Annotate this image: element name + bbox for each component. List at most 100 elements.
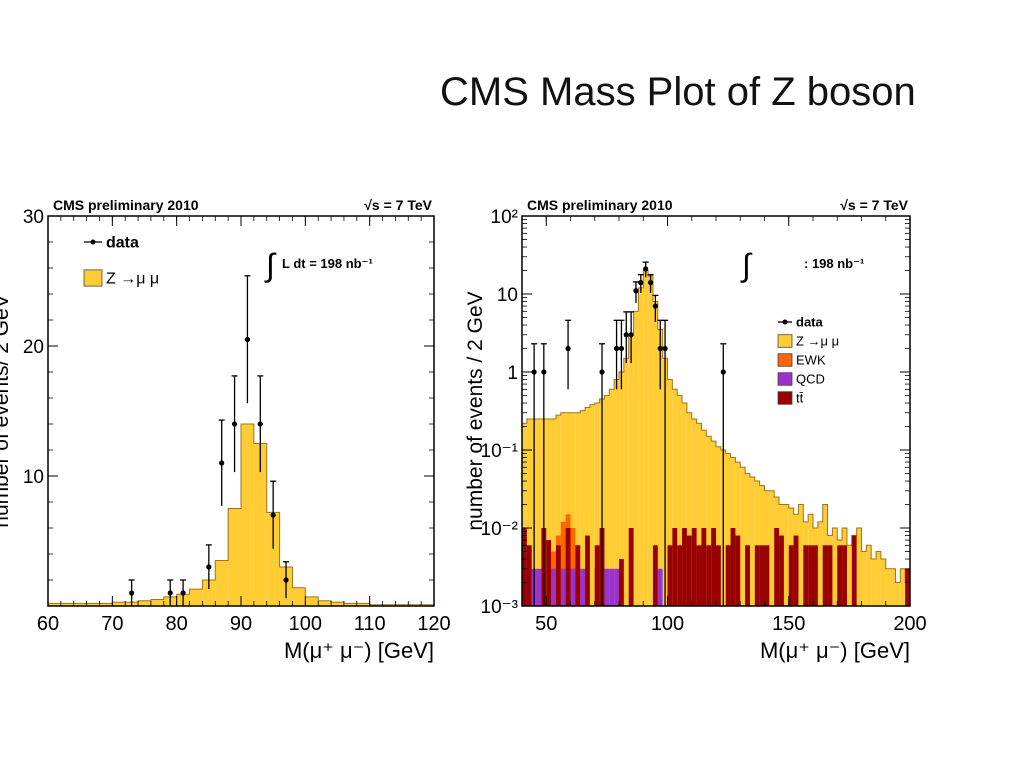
x-tick-label: 150	[772, 613, 805, 635]
data-point	[270, 512, 276, 518]
legend: data Z →μ μ	[83, 235, 159, 288]
hist-bar	[570, 568, 576, 606]
hist-bar	[560, 568, 566, 606]
hist-bar	[619, 559, 624, 606]
hist-bar	[803, 545, 809, 606]
hist-bar	[604, 568, 610, 606]
legend-swatch	[777, 334, 793, 348]
hist-bar	[667, 379, 673, 606]
hist-bar	[241, 424, 254, 606]
hist-bar	[754, 545, 760, 606]
x-axis: 60 70 80 90 100 110 120	[37, 216, 451, 635]
hist-bar	[876, 551, 881, 606]
hist-bar	[623, 358, 629, 606]
hist-bar	[575, 412, 581, 606]
hist-bar	[672, 528, 678, 606]
integral-icon: ∫	[264, 247, 277, 283]
hist-bar	[112, 602, 126, 606]
hist-bar	[701, 430, 707, 606]
legend-label: EWK	[796, 353, 826, 368]
hist-bar	[551, 568, 556, 606]
legend-data-dot	[90, 239, 96, 245]
hist-bar	[837, 545, 843, 606]
hist-bar	[585, 535, 590, 606]
hist-bar	[686, 535, 692, 606]
hist-bar	[138, 600, 151, 606]
integral-icon: ∫	[740, 247, 753, 283]
legend-label: Z →μ μ	[106, 271, 159, 288]
hist-bar	[609, 568, 615, 606]
hist-bar	[861, 551, 867, 606]
x-tick-label: 80	[166, 613, 188, 635]
hist-bar	[711, 528, 716, 606]
data-point	[643, 266, 649, 272]
hist-bar	[759, 545, 765, 606]
hist-bar	[551, 418, 556, 606]
x-tick-label: 70	[101, 613, 123, 635]
x-axis-label: M(μ⁺ μ⁻) [GeV]	[284, 638, 434, 663]
hist-bar	[526, 418, 532, 606]
hist-bar	[609, 389, 615, 606]
hist-bar	[318, 600, 332, 606]
hist-bar	[885, 568, 891, 606]
y-tick-label: 10²	[491, 207, 518, 228]
data-point	[628, 332, 634, 338]
data-point	[129, 590, 135, 596]
hist-bar	[48, 603, 61, 606]
data-point	[531, 369, 537, 375]
hist-bar	[677, 545, 683, 606]
hist-bar	[682, 403, 687, 606]
hist-bar	[740, 467, 746, 606]
hist-bar	[522, 423, 527, 606]
data-point	[599, 369, 605, 375]
x-tick-label: 100	[289, 613, 322, 635]
data-points	[128, 275, 290, 606]
hist-bar	[619, 372, 624, 606]
hist-bar	[604, 395, 610, 606]
hist-bar	[522, 528, 527, 606]
y-tick-label: 10	[23, 467, 44, 488]
hist-bar	[589, 404, 595, 606]
y-tick-label: 10⁻³	[481, 597, 519, 618]
hist-bar	[706, 436, 712, 606]
hist-bar	[570, 412, 576, 606]
legend-swatch	[777, 353, 793, 367]
hist-bar	[560, 521, 566, 606]
x-axis-label: M(μ⁺ μ⁻) [GeV]	[760, 638, 910, 663]
hist-bar	[691, 528, 697, 606]
hist-bar	[189, 589, 203, 606]
hist-outline	[521, 270, 910, 606]
hist-bar	[356, 603, 370, 606]
data-point	[283, 577, 289, 583]
hist-bar	[856, 528, 862, 606]
y-tick-label: 20	[23, 337, 44, 358]
hist-bar	[555, 415, 561, 606]
y-tick-label: 30	[23, 207, 44, 228]
hist-bar	[764, 545, 770, 606]
y-axis: 10⁻³ 10⁻² 10⁻¹ 1 10 10²	[481, 207, 910, 618]
hist-bar	[253, 443, 267, 606]
hist-bar	[716, 446, 721, 606]
hist-bar	[793, 535, 799, 606]
hist-bar	[633, 311, 639, 606]
hist-bar	[735, 462, 741, 606]
hist-bar	[890, 568, 896, 606]
hist-bar	[866, 545, 872, 606]
hist-bar	[305, 596, 319, 606]
data-point	[647, 280, 654, 286]
hist-bar	[716, 545, 721, 606]
x-tick-label: 60	[37, 613, 59, 635]
hist-bar	[565, 412, 571, 606]
y-tick-label: 10⁻¹	[481, 441, 519, 462]
hist-bar	[638, 287, 644, 606]
hist-bar	[228, 508, 241, 606]
hist-bar	[701, 528, 707, 606]
hist-bar	[730, 528, 736, 606]
data-point	[652, 303, 658, 309]
hist-bar	[851, 535, 857, 606]
hist-bar	[842, 545, 847, 606]
data-point	[613, 345, 620, 352]
y-axis-label: number of events/ 2 GeV	[0, 294, 13, 527]
hist-bar	[657, 568, 663, 606]
data-point	[623, 332, 629, 338]
